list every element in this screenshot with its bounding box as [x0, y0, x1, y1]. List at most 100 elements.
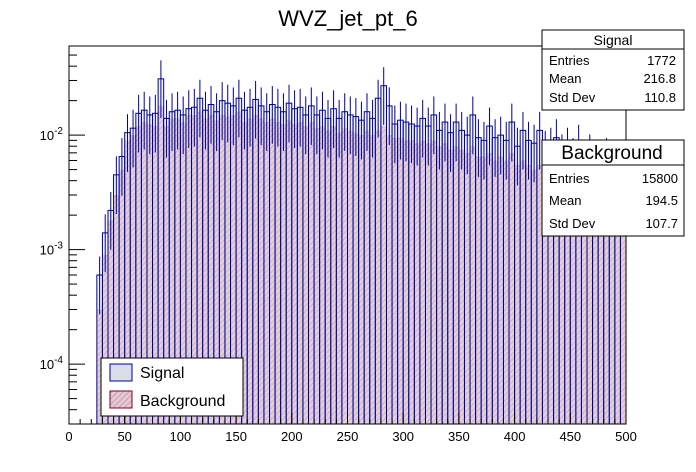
bar-background — [620, 204, 626, 424]
bar-signal — [447, 132, 454, 425]
bar-background — [358, 135, 365, 424]
bar-signal — [397, 119, 404, 425]
bar-background — [587, 180, 593, 424]
bar-background — [458, 149, 465, 424]
bar-background — [475, 156, 482, 424]
bar-background — [191, 114, 198, 425]
bar-signal — [257, 105, 265, 425]
bar-signal — [308, 105, 315, 425]
bar-background — [113, 194, 120, 424]
bar-background — [414, 143, 420, 424]
bar-signal — [291, 108, 298, 425]
bar-signal — [458, 129, 465, 425]
stats-label-mean: Mean — [549, 71, 582, 86]
bar-background — [447, 149, 454, 424]
bar-background — [392, 137, 398, 424]
bar-signal — [352, 116, 360, 425]
bar-background — [397, 137, 404, 424]
x-tick-label: 0 — [65, 429, 72, 444]
x-tick-label: 400 — [504, 429, 526, 444]
stats-value-stddev: 110.8 — [644, 90, 676, 105]
bar-background — [230, 114, 237, 425]
bar-background — [425, 143, 432, 424]
bar-signal — [480, 139, 488, 425]
bar-background — [336, 132, 342, 424]
bar-background — [492, 160, 498, 425]
bar-background — [314, 128, 320, 424]
bar-background — [130, 135, 136, 424]
bar-background — [481, 156, 487, 424]
bar-signal — [252, 98, 259, 425]
x-tick-label: 100 — [170, 429, 192, 444]
bar-background — [135, 126, 142, 425]
bar-background — [146, 124, 153, 425]
bar-signal — [486, 125, 493, 425]
bar-signal — [391, 123, 399, 425]
bar-background — [347, 130, 354, 424]
bar-signal — [330, 108, 337, 425]
bar-background — [364, 130, 370, 424]
stats-box-background: Background Entries 15800 Mean 194.5 Std … — [541, 139, 685, 237]
bar-background — [503, 160, 510, 425]
bar-background — [252, 114, 259, 425]
bar-background — [464, 152, 471, 424]
bar-background — [431, 140, 437, 424]
bar-signal — [519, 129, 527, 425]
bar-background — [575, 174, 582, 424]
bar-background — [386, 135, 393, 424]
bar-signal — [402, 121, 410, 425]
bar-background — [353, 132, 359, 424]
bar-background — [180, 122, 186, 424]
bar-background — [208, 114, 214, 425]
bar-signal — [285, 102, 293, 425]
bar-signal — [413, 125, 421, 425]
bar-background — [152, 126, 159, 425]
bar-background — [107, 220, 114, 424]
bar-background — [319, 126, 326, 425]
bar-signal — [469, 114, 477, 425]
bar-background — [291, 124, 298, 425]
bar-background — [369, 135, 376, 424]
bar-signal — [324, 117, 332, 425]
bar-background — [219, 114, 225, 425]
bar-signal — [341, 111, 348, 425]
bar-background — [598, 194, 604, 424]
x-tick-label: 500 — [615, 429, 637, 444]
stats-value-stddev: 107.7 — [645, 216, 678, 231]
bar-background — [241, 122, 248, 424]
bar-signal — [374, 97, 382, 425]
bar-signal — [358, 119, 365, 425]
bar-background — [564, 174, 571, 424]
bar-background — [102, 254, 108, 424]
bar-background — [275, 122, 281, 424]
stats-value-entries: 1772 — [647, 53, 676, 68]
bar-background — [247, 118, 253, 424]
bar-background — [542, 174, 549, 424]
x-tick-label: 50 — [117, 429, 131, 444]
bar-background — [197, 111, 203, 425]
bar-background — [470, 146, 476, 425]
bar-background — [442, 143, 448, 424]
legend-label-signal: Signal — [140, 365, 184, 382]
bar-background — [141, 122, 147, 424]
y-tick-label: 10-4 — [40, 355, 64, 372]
bar-signal — [497, 134, 504, 425]
x-tick-label: 450 — [559, 429, 581, 444]
stats-box-signal: Signal Entries 1772 Mean 216.8 Std Dev 1… — [541, 29, 685, 111]
bar-signal — [408, 123, 415, 425]
bar-signal — [246, 106, 254, 425]
legend: Signal Background — [100, 357, 244, 417]
bar-signal — [302, 114, 310, 425]
bar-signal — [369, 117, 376, 425]
bar-background — [302, 126, 309, 425]
bar-background — [258, 118, 264, 424]
bar-signal — [430, 114, 438, 425]
bar-signal — [475, 137, 482, 425]
bar-background — [213, 120, 220, 424]
bar-background — [163, 126, 170, 425]
stats-frame-background — [541, 139, 685, 237]
bar-background — [436, 146, 443, 425]
bar-background — [497, 156, 504, 424]
bar-signal — [463, 134, 471, 425]
